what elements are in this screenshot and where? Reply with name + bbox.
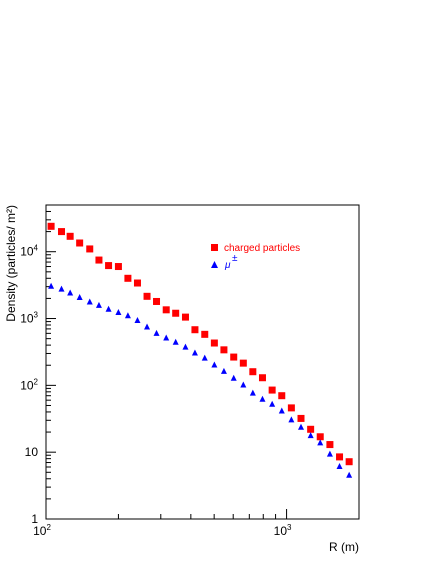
y-tick-label: 104: [20, 244, 38, 259]
charged-particles-point: [336, 453, 344, 461]
y-axis-title: Density (particles/ m²): [4, 205, 18, 322]
muon-point: [86, 298, 93, 305]
charged-particles-point: [86, 245, 94, 253]
y-tick-label: 103: [20, 311, 38, 326]
charged-particles-point: [297, 414, 305, 422]
charged-particles-point: [181, 313, 189, 321]
charged-particles-point: [278, 392, 286, 400]
charged-particles-point: [47, 222, 55, 230]
muon-point: [191, 349, 198, 356]
charged-particles-series: [47, 222, 353, 466]
charged-particles-point: [58, 228, 66, 236]
legend-square-marker: [211, 244, 218, 251]
muon-point: [307, 432, 314, 439]
muon-point: [105, 305, 112, 312]
charged-particles-point: [287, 404, 295, 412]
charged-particles-point: [345, 458, 353, 466]
charged-particles-point: [220, 346, 228, 354]
legend: charged particles μ ±: [211, 243, 300, 271]
muon-point: [172, 338, 179, 345]
charged-particles-point: [162, 306, 170, 314]
muon-point: [326, 450, 333, 457]
muon-point: [220, 367, 227, 374]
x-tick-label: 103: [274, 523, 292, 538]
muon-point: [269, 400, 276, 407]
muon-series: [48, 282, 353, 478]
muon-point: [115, 309, 122, 316]
legend-triangle-marker: [211, 261, 218, 268]
muon-point: [336, 463, 343, 470]
charged-particles-point: [249, 368, 257, 376]
muon-point: [288, 416, 295, 423]
muon-point: [249, 389, 256, 396]
y-tick-label: 10: [25, 445, 39, 459]
charged-particles-point: [268, 386, 276, 394]
charged-particles-point: [172, 309, 180, 317]
muon-point: [163, 334, 170, 341]
charged-particles-point: [201, 330, 209, 338]
charged-particles-point: [105, 262, 113, 270]
muon-point: [259, 395, 266, 402]
x-axis-tick-labels: 102 103: [33, 523, 292, 538]
charged-particles-point: [76, 239, 84, 247]
charged-particles-point: [191, 326, 199, 334]
muon-point: [278, 407, 285, 414]
muon-point: [124, 312, 131, 319]
y-tick-label: 102: [20, 377, 38, 392]
muon-point: [134, 317, 141, 324]
muon-point: [317, 439, 324, 446]
muon-point: [211, 361, 218, 368]
charged-particles-point: [95, 256, 103, 264]
muon-point: [48, 282, 55, 289]
muon-point: [58, 285, 65, 292]
charged-particles-point: [124, 274, 132, 282]
legend-muon-sup: ±: [232, 253, 238, 264]
charged-particles-point: [143, 292, 151, 300]
charged-particles-point: [153, 297, 161, 305]
charged-particles-point: [316, 433, 324, 441]
muon-point: [201, 354, 208, 361]
x-tick-label: 102: [33, 523, 51, 538]
y-tick-label: 1: [31, 512, 38, 526]
y-axis-ticks: [46, 204, 56, 520]
muon-point: [95, 301, 102, 308]
muon-point: [346, 471, 353, 478]
charged-particles-point: [133, 279, 141, 287]
muon-point: [153, 329, 160, 336]
charged-particles-point: [114, 263, 122, 271]
charged-particles-point: [307, 425, 315, 433]
muon-point: [144, 323, 151, 330]
charged-particles-point: [258, 374, 266, 382]
muon-point: [182, 343, 189, 350]
charged-particles-point: [326, 441, 334, 449]
muon-point: [240, 381, 247, 388]
muon-point: [76, 293, 83, 300]
legend-charged-particles-label: charged particles: [224, 243, 300, 254]
y-axis-tick-labels: 1 10 102 103 104: [20, 244, 38, 526]
muon-point: [297, 423, 304, 430]
legend-muon-label: μ: [224, 260, 231, 271]
charged-particles-point: [66, 232, 74, 240]
x-axis-ticks: [45, 509, 360, 519]
plot-frame: [45, 204, 360, 520]
muon-point: [67, 289, 74, 296]
x-axis-title: R (m): [329, 540, 359, 554]
charged-particles-point: [230, 353, 238, 361]
charged-particles-point: [210, 339, 218, 347]
muon-point: [230, 374, 237, 381]
charged-particles-point: [239, 359, 247, 367]
